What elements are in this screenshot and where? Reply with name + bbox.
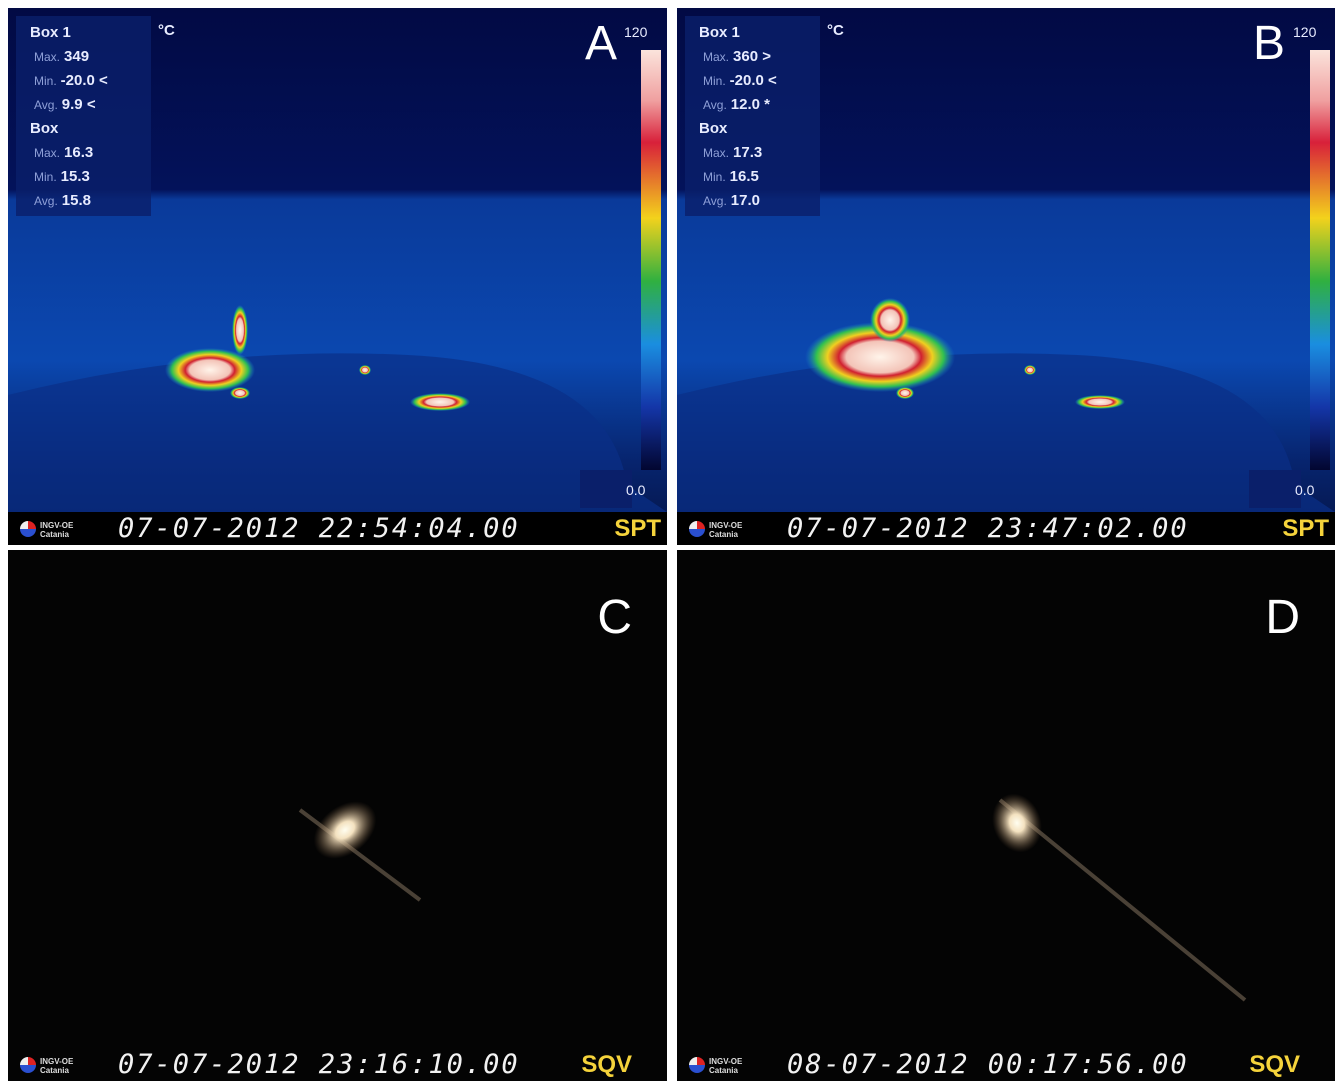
box-title: Box bbox=[699, 120, 727, 137]
stat-row: Avg. 12.0 * bbox=[703, 96, 770, 113]
stat-name: Max. bbox=[34, 146, 60, 160]
scale-max: 120 bbox=[1293, 24, 1316, 40]
stat-value: 9.9 < bbox=[62, 96, 96, 113]
station: SPT bbox=[1282, 515, 1329, 543]
stat-name: Avg. bbox=[34, 98, 58, 112]
scale-min: 0.0 bbox=[1295, 482, 1314, 498]
logo-text: Catania bbox=[709, 1066, 742, 1075]
stat-row: Min. 16.5 bbox=[703, 168, 759, 185]
stat-name: Avg. bbox=[703, 194, 727, 208]
stat-value: 12.0 * bbox=[731, 96, 770, 113]
station: SQV bbox=[1249, 1051, 1300, 1079]
box-title: Box 1 bbox=[699, 24, 740, 41]
image bbox=[677, 550, 1335, 1081]
stat-value: 16.3 bbox=[64, 144, 93, 161]
unit: °C bbox=[827, 22, 844, 39]
panel-label: B bbox=[1253, 16, 1285, 71]
stat-value: 17.3 bbox=[733, 144, 762, 161]
stat-name: Min. bbox=[34, 74, 57, 88]
stat-row: Max. 17.3 bbox=[703, 144, 762, 161]
stat-value: -20.0 < bbox=[61, 72, 108, 89]
panel-label: A bbox=[585, 16, 617, 71]
stat-row: Min. 15.3 bbox=[34, 168, 90, 185]
stat-name: Min. bbox=[34, 170, 57, 184]
logo-text: Catania bbox=[40, 530, 73, 539]
stat-value: 15.3 bbox=[61, 168, 90, 185]
stat-name: Min. bbox=[703, 74, 726, 88]
stat-row: Max. 16.3 bbox=[34, 144, 93, 161]
image bbox=[8, 550, 667, 1081]
unit: °C bbox=[158, 22, 175, 39]
station: SQV bbox=[581, 1051, 632, 1079]
stat-name: Min. bbox=[703, 170, 726, 184]
logo-icon bbox=[20, 1057, 36, 1073]
stat-name: Avg. bbox=[703, 98, 727, 112]
stat-value: 15.8 bbox=[62, 192, 91, 209]
timestamp: 08-07-2012 00:17:56.00 bbox=[787, 1049, 1189, 1080]
logo-icon bbox=[689, 521, 705, 537]
stat-value: 349 bbox=[64, 48, 89, 65]
timestamp: 07-07-2012 22:54:04.00 bbox=[118, 513, 520, 544]
logo-text: INGV-OE bbox=[709, 521, 742, 530]
stat-row: Max. 349 bbox=[34, 48, 89, 65]
logo-text: Catania bbox=[709, 530, 742, 539]
stat-value: -20.0 < bbox=[730, 72, 777, 89]
stat-name: Max. bbox=[34, 50, 60, 64]
stat-row: Avg. 9.9 < bbox=[34, 96, 96, 113]
logo-text: INGV-OE bbox=[40, 1057, 73, 1066]
stat-row: Min. -20.0 < bbox=[34, 72, 108, 89]
box-title: Box bbox=[30, 120, 58, 137]
stat-row: Avg. 17.0 bbox=[703, 192, 760, 209]
logo-text: Catania bbox=[40, 1066, 73, 1075]
stat-name: Max. bbox=[703, 50, 729, 64]
timestamp: 07-07-2012 23:16:10.00 bbox=[118, 1049, 520, 1080]
logo-text: INGV-OE bbox=[40, 521, 73, 530]
station: SPT bbox=[614, 515, 661, 543]
stat-name: Avg. bbox=[34, 194, 58, 208]
logo-text: INGV-OE bbox=[709, 1057, 742, 1066]
logo-icon bbox=[689, 1057, 705, 1073]
stat-name: Max. bbox=[703, 146, 729, 160]
box-title: Box 1 bbox=[30, 24, 71, 41]
scale-max: 120 bbox=[624, 24, 647, 40]
scale-min: 0.0 bbox=[626, 482, 645, 498]
logo-icon bbox=[20, 521, 36, 537]
stat-row: Min. -20.0 < bbox=[703, 72, 777, 89]
panel-label: C bbox=[597, 590, 632, 645]
stat-value: 17.0 bbox=[731, 192, 760, 209]
stat-value: 360 > bbox=[733, 48, 771, 65]
stat-value: 16.5 bbox=[730, 168, 759, 185]
panel-label: D bbox=[1265, 590, 1300, 645]
stat-row: Max. 360 > bbox=[703, 48, 771, 65]
stat-row: Avg. 15.8 bbox=[34, 192, 91, 209]
figure: ABox 1°CMax.349Min.-20.0 <Avg.9.9 <BoxMa… bbox=[0, 0, 1343, 1081]
timestamp: 07-07-2012 23:47:02.00 bbox=[787, 513, 1189, 544]
